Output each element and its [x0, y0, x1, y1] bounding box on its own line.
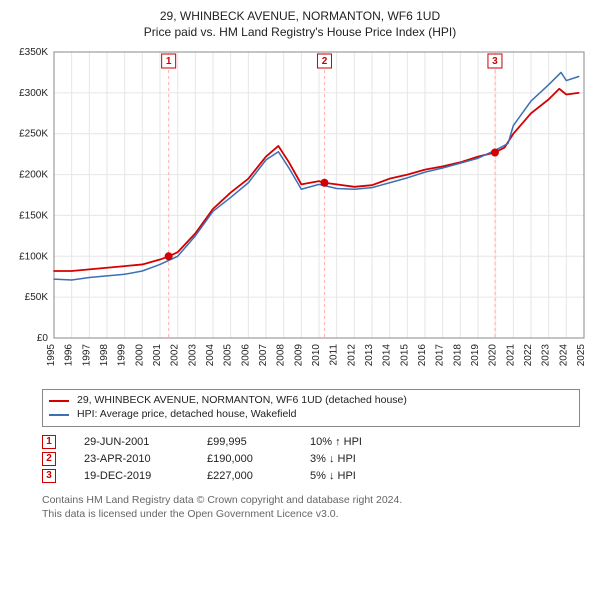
legend-item: 29, WHINBECK AVENUE, NORMANTON, WF6 1UD …: [49, 394, 573, 408]
marker-table: 1 29-JUN-2001 £99,995 10% ↑ HPI 2 23-APR-2010…: [42, 435, 580, 483]
event-marker-dot: [491, 149, 499, 157]
x-tick-label: 1996: [64, 344, 75, 367]
x-tick-label: 2002: [170, 344, 181, 367]
chart-titles: 29, WHINBECK AVENUE, NORMANTON, WF6 1UD …: [8, 8, 592, 40]
y-tick-label: £100K: [19, 252, 48, 263]
y-tick-label: £200K: [19, 170, 48, 181]
footnote-line2: This data is licensed under the Open Gov…: [42, 507, 580, 521]
marker-row: 1 29-JUN-2001 £99,995 10% ↑ HPI: [42, 435, 580, 449]
marker-row-id: 1: [42, 435, 56, 449]
legend: 29, WHINBECK AVENUE, NORMANTON, WF6 1UD …: [42, 389, 580, 426]
x-tick-label: 2022: [523, 344, 534, 367]
x-tick-label: 1998: [99, 344, 110, 367]
x-tick-label: 2011: [329, 344, 340, 366]
event-marker-id: 1: [166, 56, 172, 67]
line-chart: £0 £50K £100K £150K £200K £250K £300K £350K 1995…: [8, 46, 592, 376]
legend-label: 29, WHINBECK AVENUE, NORMANTON, WF6 1UD …: [77, 394, 407, 408]
y-tick-label: £300K: [19, 88, 48, 99]
x-tick-label: 2010: [311, 344, 322, 367]
x-tick-label: 2015: [399, 344, 410, 367]
footnote: Contains HM Land Registry data © Crown c…: [42, 493, 580, 521]
plot-area: £0 £50K £100K £150K £200K £250K £300K £350K 1995…: [8, 46, 592, 381]
marker-row-delta: 5% ↓ HPI: [310, 470, 390, 482]
marker-row: 3 19-DEC-2019 £227,000 5% ↓ HPI: [42, 469, 580, 483]
x-tick-label: 2012: [346, 344, 357, 367]
x-tick-label: 2008: [276, 344, 287, 367]
x-tick-label: 2003: [187, 344, 198, 367]
x-tick-label: 2007: [258, 344, 269, 367]
x-tick-label: 2021: [505, 344, 516, 367]
y-tick-label: £250K: [19, 129, 48, 140]
legend-item: HPI: Average price, detached house, Wake…: [49, 408, 573, 422]
marker-row-id: 3: [42, 469, 56, 483]
marker-row: 2 23-APR-2010 £190,000 3% ↓ HPI: [42, 452, 580, 466]
x-tick-label: 2005: [223, 344, 234, 367]
y-tick-label: £50K: [25, 293, 49, 304]
x-tick-label: 2017: [435, 344, 446, 367]
legend-label: HPI: Average price, detached house, Wake…: [77, 408, 296, 422]
footnote-line1: Contains HM Land Registry data © Crown c…: [42, 493, 580, 507]
y-tick-label: £0: [37, 333, 49, 344]
x-tick-label: 2014: [382, 344, 393, 367]
marker-row-price: £190,000: [207, 453, 282, 465]
x-tick-label: 2020: [488, 344, 499, 367]
x-tick-label: 2023: [541, 344, 552, 367]
legend-swatch: [49, 400, 69, 402]
x-tick-label: 2018: [452, 344, 463, 367]
x-tick-label: 1995: [46, 344, 57, 367]
x-tick-label: 2025: [576, 344, 587, 367]
event-marker-id: 2: [322, 56, 328, 67]
y-tick-label: £350K: [19, 47, 48, 58]
legend-swatch: [49, 414, 69, 416]
event-marker-dot: [165, 253, 173, 261]
marker-row-id: 2: [42, 452, 56, 466]
marker-row-date: 23-APR-2010: [84, 453, 179, 465]
marker-row-price: £227,000: [207, 470, 282, 482]
marker-row-delta: 10% ↑ HPI: [310, 436, 390, 448]
x-tick-label: 2009: [293, 344, 304, 367]
marker-row-date: 19-DEC-2019: [84, 470, 179, 482]
y-tick-label: £150K: [19, 211, 48, 222]
marker-row-price: £99,995: [207, 436, 282, 448]
marker-row-delta: 3% ↓ HPI: [310, 453, 390, 465]
x-tick-label: 2000: [134, 344, 145, 367]
x-tick-label: 2004: [205, 344, 216, 367]
x-tick-label: 2024: [558, 344, 569, 367]
x-tick-label: 2019: [470, 344, 481, 367]
x-tick-label: 2016: [417, 344, 428, 367]
event-marker-id: 3: [492, 56, 498, 67]
x-tick-label: 2001: [152, 344, 163, 367]
event-marker-dot: [320, 179, 328, 187]
x-tick-label: 1999: [117, 344, 128, 367]
marker-row-date: 29-JUN-2001: [84, 436, 179, 448]
title-line2: Price paid vs. HM Land Registry's House …: [8, 24, 592, 40]
x-tick-label: 2006: [240, 344, 251, 367]
title-line1: 29, WHINBECK AVENUE, NORMANTON, WF6 1UD: [8, 8, 592, 24]
x-tick-label: 1997: [81, 344, 92, 367]
x-tick-label: 2013: [364, 344, 375, 367]
